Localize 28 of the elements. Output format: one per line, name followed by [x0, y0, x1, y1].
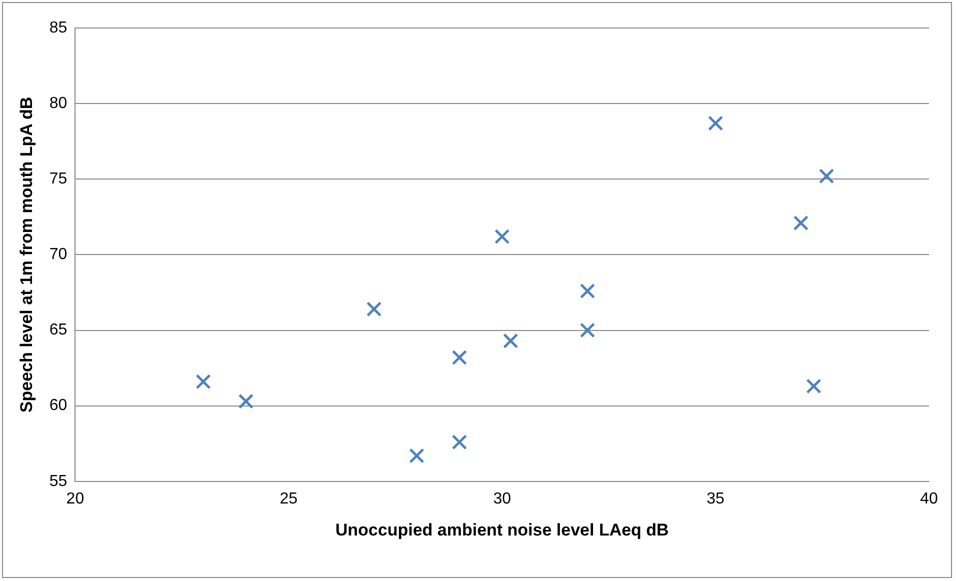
x-axis-title: Unoccupied ambient noise level LAeq dB	[335, 520, 669, 540]
point	[806, 378, 822, 394]
x-tick-label: 40	[920, 490, 938, 508]
x-tick-label: 30	[493, 490, 512, 508]
point	[452, 350, 468, 366]
point	[452, 434, 468, 450]
x-tick-label: 25	[280, 490, 298, 508]
y-tick-label: 65	[49, 322, 68, 339]
y-tick-label: 80	[49, 94, 68, 112]
point	[708, 116, 724, 131]
point	[818, 168, 834, 184]
y-tick-label: 85	[49, 19, 68, 36]
y-tick-label: 75	[49, 170, 68, 188]
x-tick-label: 35	[706, 490, 725, 508]
point	[238, 394, 254, 409]
point	[366, 301, 382, 317]
y-tick-label: 60	[49, 397, 68, 414]
point	[494, 228, 510, 244]
y-axis-title: Speech level at 1m from mouth LpA dB	[16, 96, 36, 413]
x-tick-label: 20	[66, 490, 84, 508]
y-tick-label: 55	[49, 472, 68, 490]
y-tick-label: 70	[49, 246, 68, 264]
point	[580, 322, 596, 338]
point	[580, 283, 596, 299]
point	[503, 333, 518, 348]
point	[793, 215, 809, 231]
point	[409, 448, 424, 464]
point	[196, 374, 211, 390]
